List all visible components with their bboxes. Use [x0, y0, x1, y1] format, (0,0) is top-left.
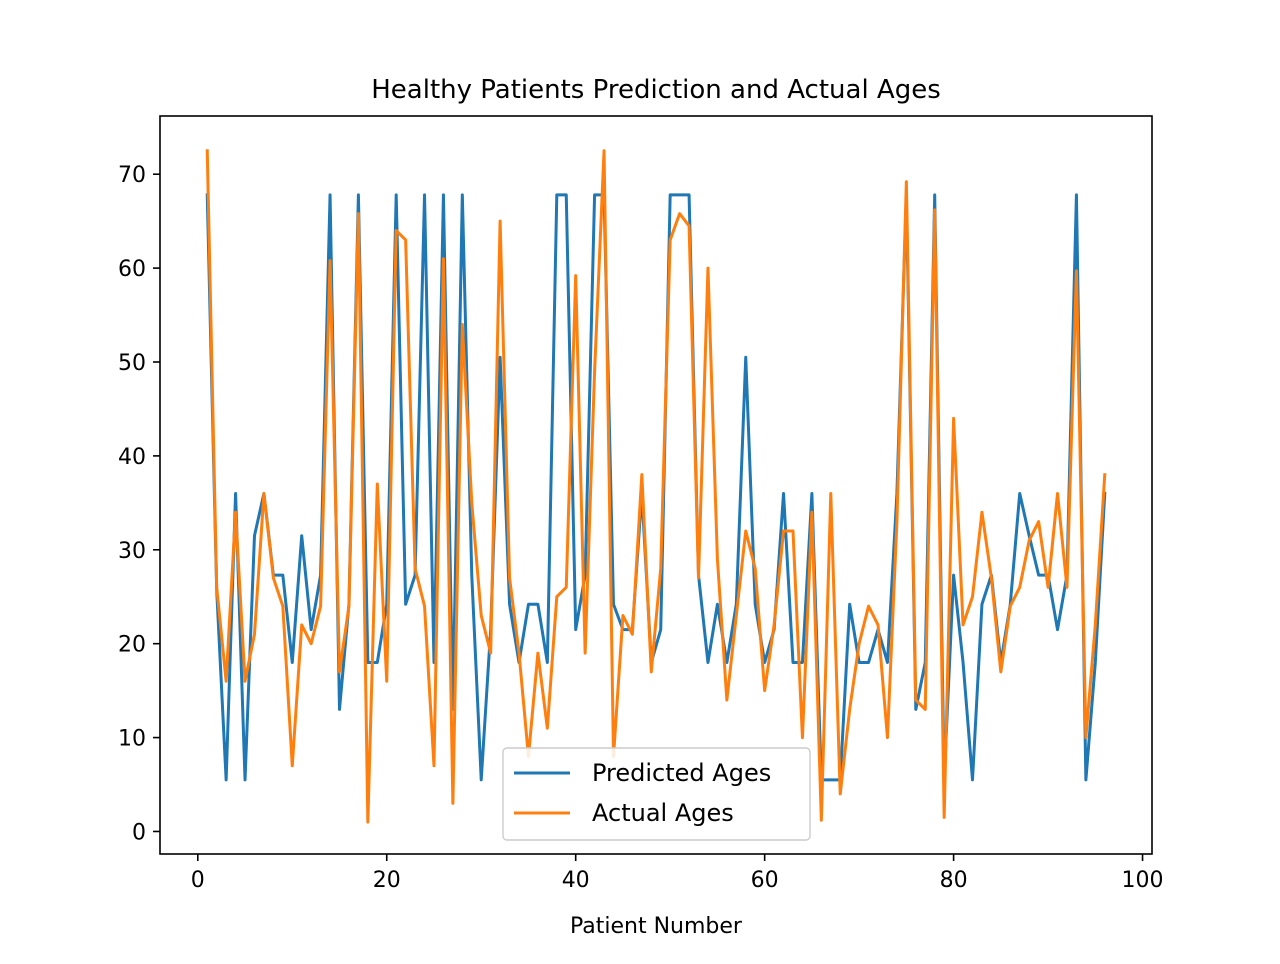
legend-box: [502, 747, 811, 841]
x-tick-label: 40: [562, 868, 590, 893]
x-tick-label: 60: [751, 868, 779, 893]
plot-lines: [205, 149, 1107, 824]
series-line-actual-ages: [205, 149, 1107, 824]
y-tick-label: 70: [118, 163, 146, 188]
y-tick-label: 60: [118, 257, 146, 282]
y-tick-label: 10: [118, 727, 146, 752]
y-tick-label: 50: [118, 351, 146, 376]
x-tick-label: 20: [373, 868, 401, 893]
x-axis-label: Patient Number: [570, 914, 743, 939]
x-tick-label: 0: [191, 868, 205, 893]
chart-title: Healthy Patients Prediction and Actual A…: [371, 75, 941, 105]
y-tick-label: 20: [118, 633, 146, 658]
y-tick-label: 40: [118, 445, 146, 470]
legend-label-actual-ages: Actual Ages: [592, 799, 734, 827]
x-tick-label: 80: [940, 868, 968, 893]
y-tick-label: 0: [132, 820, 146, 845]
x-tick-label: 100: [1122, 868, 1164, 893]
x-axis: 0 20 40 60 80 100: [191, 854, 1164, 893]
y-tick-label: 30: [118, 539, 146, 564]
y-axis: 0 10 20 30 40 50 60 70: [118, 163, 160, 845]
legend-label-predicted-ages: Predicted Ages: [592, 759, 771, 787]
plot-frame: [159, 115, 1153, 855]
legend: Predicted Ages Actual Ages: [502, 747, 811, 841]
series-line-predicted-ages: [205, 193, 1107, 782]
